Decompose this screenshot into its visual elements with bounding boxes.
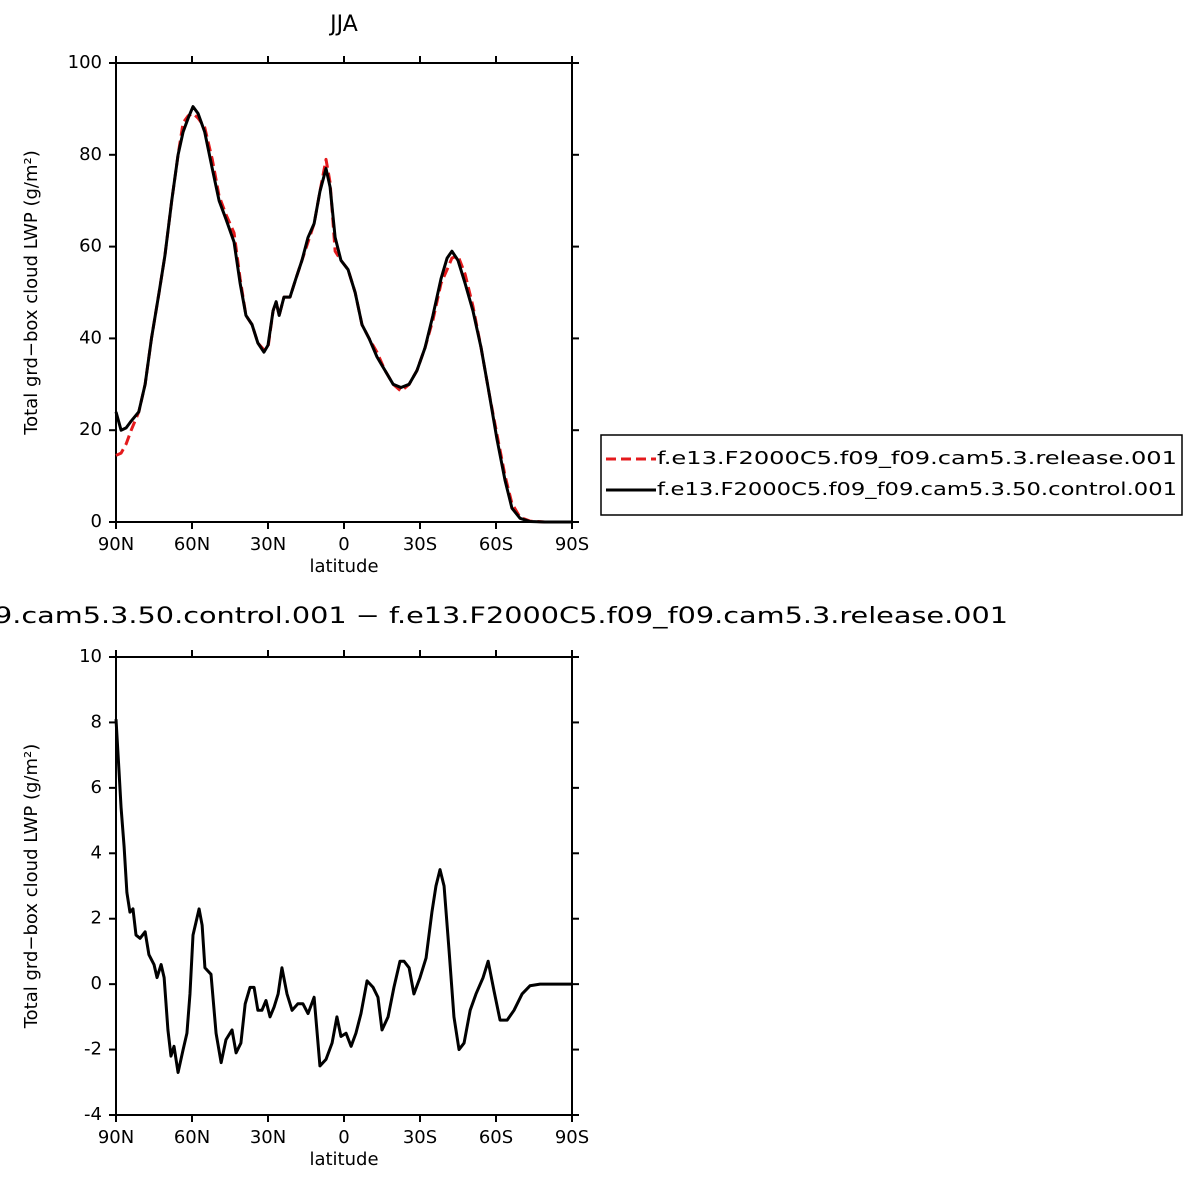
x-tick-label: 90S xyxy=(555,534,589,555)
legend-box xyxy=(600,434,1183,516)
x-tick-label: 30S xyxy=(403,1127,437,1148)
data-line xyxy=(114,105,572,524)
x-tick-label: 30N xyxy=(250,1127,286,1148)
y-tick-label: 20 xyxy=(79,419,102,440)
chart-title: JJA xyxy=(328,12,358,37)
legend-label: f.e13.F2000C5.f09_f09.cam5.3.release.001 xyxy=(657,448,1177,469)
x-axis-label: latitude xyxy=(309,556,378,577)
x-tick-label: 60N xyxy=(174,1127,210,1148)
y-tick-label: 4 xyxy=(91,842,102,863)
y-tick-label: 0 xyxy=(91,511,102,532)
y-tick-label: 40 xyxy=(79,327,102,348)
x-tick-label: 0 xyxy=(338,1127,349,1148)
x-tick-label: 30N xyxy=(250,534,286,555)
x-axis-label: latitude xyxy=(309,1149,378,1170)
y-tick-label: 10 xyxy=(79,646,102,667)
y-axis-label: Total grd−box cloud LWP (g/m²) xyxy=(21,744,42,1030)
data-line xyxy=(115,111,572,524)
y-axis-label: Total grd−box cloud LWP (g/m²) xyxy=(21,150,42,436)
x-tick-label: 0 xyxy=(338,534,349,555)
y-tick-label: 6 xyxy=(91,777,102,798)
x-tick-label: 90N xyxy=(98,534,134,555)
y-tick-label: 8 xyxy=(91,711,102,732)
data-line xyxy=(114,719,572,1074)
x-tick-label: 60N xyxy=(174,534,210,555)
x-tick-label: 60S xyxy=(479,534,513,555)
y-tick-label: -4 xyxy=(84,1104,102,1125)
y-tick-label: 80 xyxy=(79,144,102,165)
x-tick-label: 60S xyxy=(479,1127,513,1148)
x-tick-label: 30S xyxy=(403,534,437,555)
y-tick-label: -2 xyxy=(84,1039,102,1060)
x-tick-label: 90S xyxy=(555,1127,589,1148)
legend-label: f.e13.F2000C5.f09_f09.cam5.3.50.control.… xyxy=(657,479,1177,500)
y-tick-label: 60 xyxy=(79,236,102,257)
chart-title: 9.cam5.3.50.control.001 − f.e13.F2000C5.… xyxy=(0,604,1008,629)
y-tick-label: 2 xyxy=(91,908,102,929)
y-tick-label: 0 xyxy=(91,973,102,994)
y-tick-label: 100 xyxy=(68,52,102,73)
x-tick-label: 90N xyxy=(98,1127,134,1148)
